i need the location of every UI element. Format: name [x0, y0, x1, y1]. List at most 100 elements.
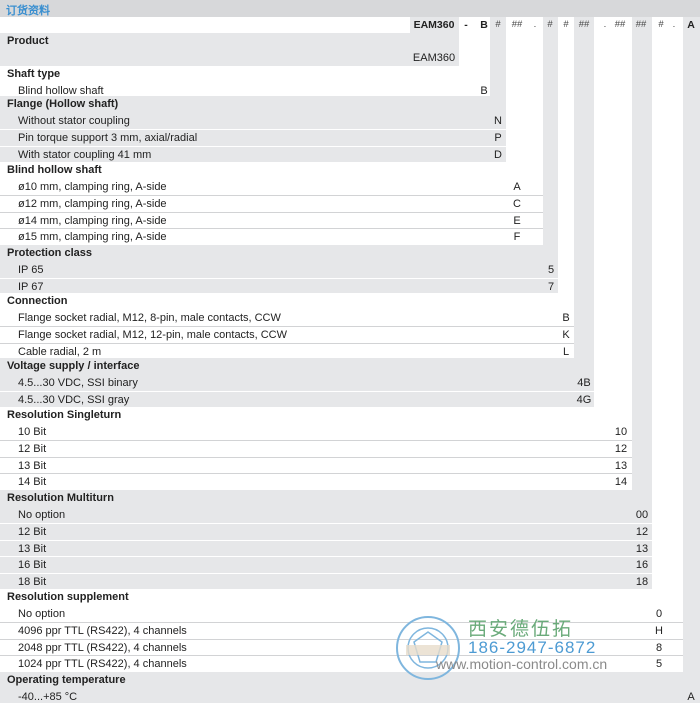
order-code-token: EAM360 — [414, 19, 455, 31]
section-heading: Operating temperature — [0, 672, 700, 689]
option-code: 16 — [636, 557, 648, 574]
option-label: ø15 mm, clamping ring, A-side — [0, 231, 167, 243]
option-row[interactable]: IP 65 5 — [0, 262, 558, 279]
option-code: 18 — [636, 574, 648, 591]
order-code-token: # — [547, 19, 552, 30]
option-code: E — [513, 213, 520, 230]
section-heading: Resolution Singleturn — [0, 407, 632, 424]
option-row[interactable]: 12 Bit 12 — [0, 440, 632, 457]
option-row[interactable]: Flange socket radial, M12, 8-pin, male c… — [0, 310, 574, 327]
option-label: Pin torque support 3 mm, axial/radial — [0, 132, 197, 144]
section-heading: Resolution Multiturn — [0, 490, 652, 507]
option-code: 5 — [548, 262, 554, 279]
order-code-token: B — [480, 19, 488, 31]
option-row[interactable]: EAM360 — [0, 50, 459, 67]
option-row[interactable]: Pin torque support 3 mm, axial/radial P — [0, 129, 506, 146]
option-label: 18 Bit — [0, 576, 46, 588]
option-label: 13 Bit — [0, 543, 46, 555]
option-row[interactable]: No option 00 — [0, 507, 652, 524]
option-code: 5 — [656, 656, 662, 673]
order-code-token: # — [495, 19, 500, 30]
order-code-token: ## — [636, 19, 647, 30]
section-heading: Shaft type — [0, 66, 490, 83]
option-code: 12 — [615, 441, 627, 458]
option-row[interactable]: 13 Bit 13 — [0, 457, 632, 474]
option-label: -40...+85 °C — [0, 691, 77, 703]
option-code: EAM360 — [413, 50, 455, 67]
code-column-stripe — [683, 17, 700, 703]
option-label: Without stator coupling — [0, 115, 130, 127]
option-row[interactable]: ø15 mm, clamping ring, A-side F — [0, 228, 543, 245]
order-code-token: # — [658, 19, 663, 30]
order-code-token: A — [687, 19, 695, 31]
option-row[interactable]: Flange socket radial, M12, 12-pin, male … — [0, 326, 574, 343]
option-label: With stator coupling 41 mm — [0, 149, 151, 161]
option-label: 12 Bit — [0, 526, 46, 538]
option-label: 13 Bit — [0, 460, 46, 472]
option-code: F — [514, 229, 521, 246]
section-heading: Connection — [0, 293, 574, 310]
option-label: 10 Bit — [0, 426, 46, 438]
option-label: 2048 ppr TTL (RS422), 4 channels — [0, 642, 187, 654]
option-code: N — [494, 113, 502, 130]
option-label: ø12 mm, clamping ring, A-side — [0, 198, 167, 210]
section-heading: Voltage supply / interface — [0, 358, 594, 375]
option-label: IP 65 — [0, 264, 44, 276]
order-code-header: EAM360-B###.####.#####.A — [0, 17, 700, 33]
option-row[interactable]: ø10 mm, clamping ring, A-side A — [0, 179, 543, 196]
option-row[interactable]: No option 0 — [0, 606, 683, 623]
option-row[interactable]: ø12 mm, clamping ring, A-side C — [0, 195, 543, 212]
option-code: 0 — [656, 606, 662, 623]
option-code: 13 — [615, 458, 627, 475]
option-code: 8 — [656, 640, 662, 657]
order-code-token: - — [464, 19, 468, 31]
option-row[interactable]: With stator coupling 41 mm D — [0, 146, 506, 163]
order-code-token: ## — [579, 19, 590, 30]
option-label: 4.5...30 VDC, SSI binary — [0, 377, 138, 389]
option-code: C — [513, 196, 521, 213]
option-label: No option — [0, 509, 65, 521]
option-code: 10 — [615, 424, 627, 441]
option-label: Cable radial, 2 m — [0, 346, 101, 358]
option-label: ø14 mm, clamping ring, A-side — [0, 215, 167, 227]
option-label: Flange socket radial, M12, 8-pin, male c… — [0, 312, 281, 324]
option-label: No option — [0, 608, 65, 620]
option-label: Blind hollow shaft — [0, 85, 104, 97]
option-code: A — [513, 179, 520, 196]
option-row[interactable]: Without stator coupling N — [0, 113, 506, 130]
option-label: 14 Bit — [0, 476, 46, 488]
option-row[interactable]: 10 Bit 10 — [0, 424, 632, 441]
option-code: D — [494, 147, 502, 164]
option-row[interactable]: ø14 mm, clamping ring, A-side E — [0, 212, 543, 229]
option-code: B — [562, 310, 569, 327]
section-heading: Protection class — [0, 245, 558, 262]
option-row[interactable]: 18 Bit 18 — [0, 573, 652, 590]
option-label: 12 Bit — [0, 443, 46, 455]
option-row[interactable]: 2048 ppr TTL (RS422), 4 channels 8 — [0, 639, 683, 656]
option-code: 14 — [615, 474, 627, 491]
option-label: ø10 mm, clamping ring, A-side — [0, 181, 167, 193]
option-code: 00 — [636, 507, 648, 524]
option-code: H — [655, 623, 663, 640]
order-code-token: ## — [512, 19, 523, 30]
option-code: P — [494, 130, 501, 147]
order-code-token: . — [604, 19, 607, 30]
option-row[interactable]: 14 Bit 14 — [0, 473, 632, 490]
option-code: K — [562, 327, 569, 344]
section-heading: Blind hollow shaft — [0, 162, 543, 179]
order-code-token: . — [673, 19, 676, 30]
section-flange-hollow-shaft-: Flange (Hollow shaft)Without stator coup… — [0, 96, 506, 162]
